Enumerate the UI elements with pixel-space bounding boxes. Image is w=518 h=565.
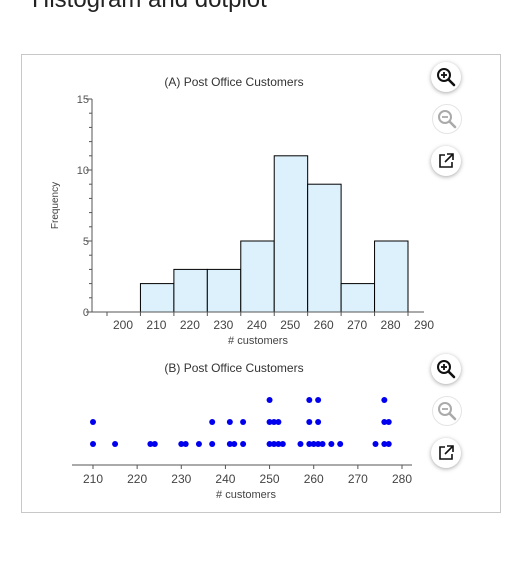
zoom-in-icon <box>437 68 456 87</box>
dotplot-point <box>319 441 326 447</box>
x-tick-label: 280 <box>381 318 401 332</box>
page-title: Histogram and dotplot <box>32 0 267 14</box>
dotplot-point <box>151 441 158 447</box>
dotplot-point <box>337 441 344 447</box>
external-link-icon <box>439 153 454 168</box>
dotplot-point <box>182 441 189 447</box>
x-tick-label: 290 <box>414 318 434 332</box>
dotplot-x-label: # customers <box>216 489 276 501</box>
dotplot-title: (B) Post Office Customers <box>164 361 303 375</box>
dotplot-point <box>112 441 119 447</box>
histogram-bar <box>340 283 376 313</box>
dotplot-point <box>306 441 313 447</box>
dotplot-point <box>178 441 185 447</box>
histogram-chart: (A) Post Office Customers 0 5 10 15 200 210 220… <box>50 75 434 347</box>
histogram-bar <box>273 155 309 313</box>
dotplot-point <box>385 419 392 425</box>
external-link-icon <box>439 445 454 460</box>
histogram-title: (A) Post Office Customers <box>164 75 303 89</box>
dotplot-point <box>310 441 317 447</box>
histogram-zoom-out-button[interactable] <box>432 104 462 134</box>
dotplot-point <box>195 441 202 447</box>
zoom-out-icon <box>438 110 457 129</box>
dotplot-point <box>381 397 388 403</box>
dotplot-point <box>385 441 392 447</box>
y-tick-label: 10 <box>77 165 89 177</box>
x-tick-label: 270 <box>347 318 367 332</box>
x-tick-label: 250 <box>280 318 300 332</box>
dotplot-x-tick-label: 270 <box>348 472 368 486</box>
y-tick-label: 5 <box>83 236 89 248</box>
x-tick-label: 240 <box>247 318 267 332</box>
dotplot-point <box>275 419 282 425</box>
dotplot-point <box>381 441 388 447</box>
dotplot-point <box>209 419 216 425</box>
dotplot-open-external-button[interactable] <box>431 438 461 468</box>
dotplot-point <box>328 441 335 447</box>
dotplot-point <box>240 419 247 425</box>
dotplot-point <box>147 441 154 447</box>
dotplot-x-tick-label: 230 <box>171 472 191 486</box>
histogram-open-external-button[interactable] <box>431 146 461 176</box>
dotplot-point <box>315 419 322 425</box>
dotplot-point <box>226 441 233 447</box>
dotplot-point <box>266 441 273 447</box>
dotplot-point <box>90 419 96 425</box>
dotplot-point <box>315 397 322 403</box>
histogram-bar <box>206 268 242 313</box>
dotplot-point <box>240 441 247 447</box>
dotplot-x-tick-label: 210 <box>83 472 103 486</box>
x-tick-label: 210 <box>146 318 166 332</box>
zoom-in-icon <box>437 360 456 379</box>
x-tick-label: 260 <box>314 318 334 332</box>
dotplot-x-tick-label: 260 <box>304 472 324 486</box>
y-tick-label: 0 <box>83 307 89 319</box>
dotplot-x-tick-label: 250 <box>260 472 280 486</box>
dotplot-point <box>231 441 238 447</box>
dotplot-point <box>270 419 277 425</box>
x-tick-label: 230 <box>213 318 233 332</box>
dotplot-x-tick-label: 240 <box>215 472 235 486</box>
x-tick-label: 200 <box>113 318 133 332</box>
dotplot-chart: (B) Post Office Customers 210 220 230 240 250… <box>72 361 412 501</box>
dotplot-point <box>209 441 216 447</box>
dotplot-point <box>381 419 388 425</box>
dotplot-point <box>279 441 286 447</box>
histogram-y-label: Frequency <box>50 182 61 229</box>
dotplot-point <box>226 419 233 425</box>
histogram-zoom-in-button[interactable] <box>431 62 461 92</box>
dotplot-zoom-out-button[interactable] <box>432 396 462 426</box>
dotplot-point <box>275 441 282 447</box>
histogram-bar <box>240 240 275 313</box>
dotplot-x-tick-label: 280 <box>392 472 412 486</box>
dotplot-point <box>306 397 313 403</box>
dotplot-point <box>297 441 304 447</box>
dotplot-point <box>306 419 313 425</box>
dotplot-point <box>90 441 96 447</box>
histogram-bar <box>307 183 342 313</box>
histogram-bar <box>374 240 409 313</box>
dotplot-zoom-in-button[interactable] <box>431 354 461 384</box>
x-tick-label: 220 <box>180 318 200 332</box>
y-tick-label: 15 <box>77 94 89 106</box>
dotplot-point <box>266 419 273 425</box>
dotplot-point <box>372 441 379 447</box>
dotplot-point <box>266 397 273 403</box>
dotplot-x-tick-label: 220 <box>127 472 147 486</box>
histogram-bar <box>173 268 208 313</box>
dotplot-point <box>270 441 277 447</box>
histogram-bar <box>139 283 175 313</box>
histogram-x-label: # customers <box>228 335 288 347</box>
dotplot-point <box>315 441 322 447</box>
zoom-out-icon <box>438 402 457 421</box>
